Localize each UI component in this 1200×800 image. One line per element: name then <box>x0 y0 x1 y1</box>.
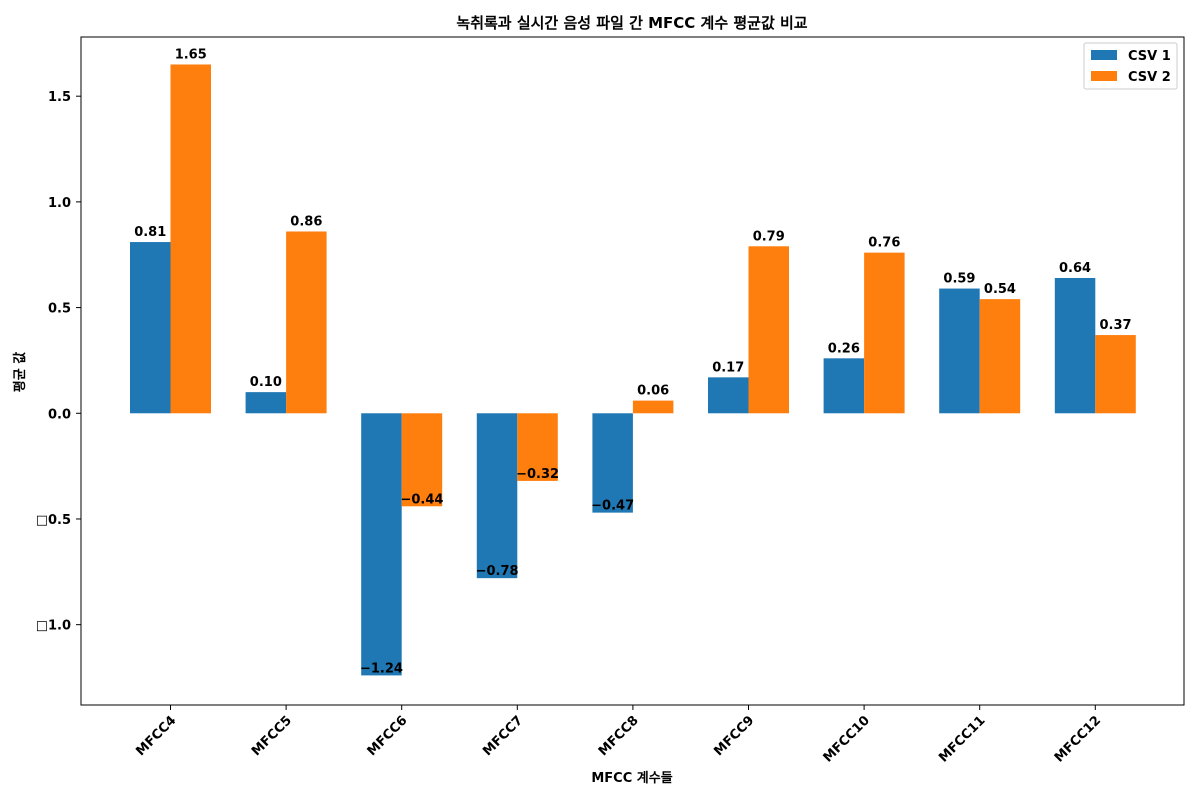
bar-csv1-mfcc4 <box>130 242 171 414</box>
bar-csv2-mfcc11 <box>979 299 1021 414</box>
y-tick-label: 0.0 <box>48 407 71 422</box>
bar-value-label: −0.32 <box>516 467 559 482</box>
bar-value-label: −0.47 <box>591 499 634 514</box>
x-tick-label: MFCC9 <box>711 713 757 759</box>
x-axis: MFCC4 MFCC5 MFCC6 MFCC7 MFCC8 MFCC9 MFCC10 MFCC… <box>133 705 1104 766</box>
bar-value-label: 0.10 <box>250 375 282 390</box>
legend-swatch-csv2 <box>1091 71 1117 81</box>
bar-csv1-mfcc10 <box>823 358 865 414</box>
y-tick-label: 0.5 <box>48 302 71 317</box>
bar-value-label: 1.65 <box>175 47 207 62</box>
bar-value-label: 0.81 <box>134 225 166 240</box>
bar-csv1-mfcc9 <box>708 377 749 414</box>
x-tick-label: MFCC6 <box>365 713 411 759</box>
bar-value-label: 0.54 <box>984 282 1016 297</box>
bar-csv2-mfcc6 <box>401 413 443 507</box>
y-tick-label: □0.5 <box>36 513 71 528</box>
bar-csv2-mfcc10 <box>864 252 905 414</box>
x-tick-label: MFCC11 <box>936 713 988 765</box>
legend-swatch-csv1 <box>1091 50 1117 60</box>
x-axis-label: MFCC 계수들 <box>591 771 672 786</box>
bar-value-label: 0.79 <box>753 229 785 244</box>
bar-csv2-mfcc7 <box>517 413 558 481</box>
bar-csv1-mfcc8 <box>592 413 633 513</box>
bar-csv1-mfcc11 <box>939 288 980 414</box>
bar-csv1-mfcc7 <box>476 413 518 579</box>
bar-value-label: 0.59 <box>943 272 975 287</box>
bar-value-label: −1.24 <box>360 661 403 676</box>
bar-csv2-mfcc8 <box>632 400 674 414</box>
y-axis-label: 평균 값 <box>12 352 28 392</box>
legend-label-csv1: CSV 1 <box>1128 49 1171 64</box>
bar-value-label: 0.37 <box>1100 318 1132 333</box>
x-tick-label: MFCC8 <box>596 713 642 759</box>
legend: CSV 1 CSV 2 <box>1083 42 1178 90</box>
y-tick-label: 1.0 <box>48 196 71 211</box>
x-tick-label: MFCC10 <box>821 713 873 765</box>
bar-value-label: −0.78 <box>476 564 519 579</box>
bar-value-label: 0.86 <box>290 214 322 229</box>
bar-csv2-mfcc5 <box>286 231 327 414</box>
x-tick-label: MFCC4 <box>133 713 179 759</box>
bar-csv2-mfcc9 <box>748 246 789 414</box>
bar-value-label: 0.26 <box>828 341 860 356</box>
legend-label-csv2: CSV 2 <box>1128 70 1171 85</box>
chart-title: 녹취록과 실시간 음성 파일 간 MFCC 계수 평균값 비교 <box>456 14 807 32</box>
bar-csv1-mfcc6 <box>361 413 402 676</box>
y-tick-label: 1.5 <box>48 90 71 105</box>
x-tick-label: MFCC5 <box>249 713 295 759</box>
bar-csv2-mfcc12 <box>1095 335 1136 414</box>
bar-csv2-mfcc4 <box>170 64 211 414</box>
bar-value-label: −0.44 <box>400 492 443 507</box>
bar-csv1-mfcc12 <box>1054 277 1096 414</box>
bar-labels-group: 0.81 0.10 −1.24 −0.78 −0.47 0.17 0.26 0.59 0.64 1… <box>134 47 1131 676</box>
y-axis: 1.5 1.0 0.5 0.0 □0.5 □1.0 <box>36 90 81 634</box>
x-tick-label: MFCC12 <box>1052 713 1104 765</box>
bar-csv1-mfcc5 <box>245 392 287 414</box>
x-tick-label: MFCC7 <box>480 713 526 759</box>
bar-value-label: 0.06 <box>637 384 669 399</box>
bar-value-label: 0.64 <box>1059 261 1091 276</box>
bars-group <box>130 64 1136 676</box>
y-tick-label: □1.0 <box>36 619 71 634</box>
bar-value-label: 0.17 <box>712 360 744 375</box>
bar-value-label: 0.76 <box>868 236 900 251</box>
